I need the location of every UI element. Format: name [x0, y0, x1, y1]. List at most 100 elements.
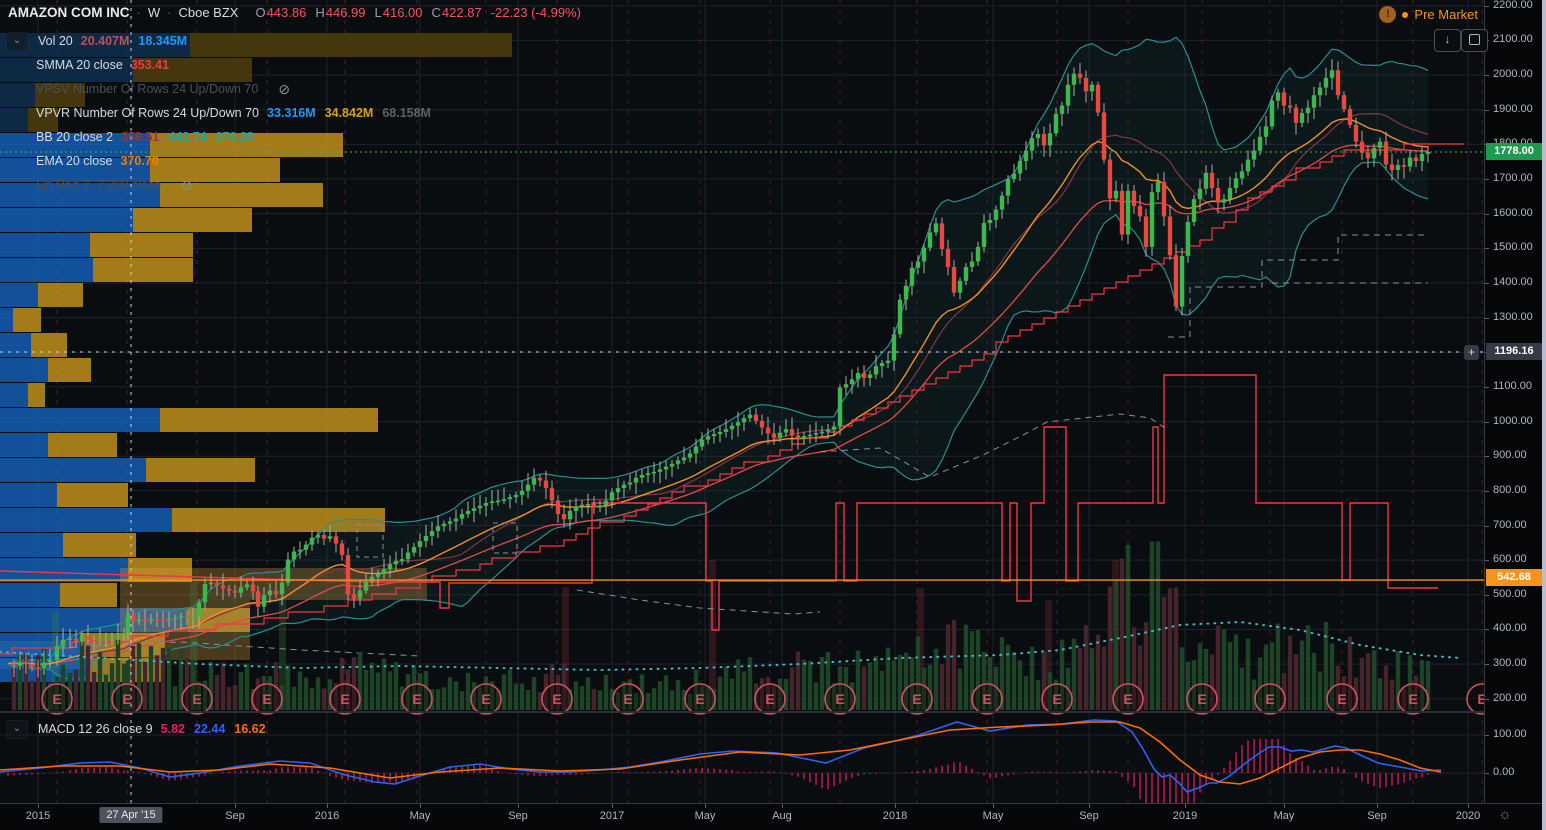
crosshair-plus-icon[interactable]: +	[1464, 345, 1479, 360]
volume-bar	[369, 662, 375, 710]
candle-body	[699, 439, 705, 447]
axis-tick	[895, 804, 896, 808]
candle-body	[1299, 113, 1305, 123]
volume-bar	[1203, 648, 1209, 710]
eye-off-icon[interactable]: ⊘	[181, 177, 193, 193]
volume-bar	[41, 649, 47, 710]
interval-label[interactable]: W	[147, 5, 161, 20]
axis-tick	[1485, 317, 1489, 319]
volume-bar	[1155, 541, 1161, 710]
legend-row[interactable]: ⌄ MACD 12 26 close 9 5.82 22.44 16.62	[6, 717, 266, 741]
volume-bar	[1197, 643, 1203, 710]
time-axis[interactable]: 2015 Sep 2016 May Sep 2017 May Aug 2018 May Sep 201…	[0, 803, 1546, 830]
legend-value: 22.44	[193, 722, 226, 736]
legend-value: 34.842M	[324, 106, 374, 120]
volume-bar	[160, 647, 166, 710]
candle-body	[945, 249, 951, 268]
candle-body	[1089, 84, 1095, 92]
legend-row[interactable]: EMA 20 close 370.70	[6, 149, 431, 173]
legend-row[interactable]: VPSV Number Of Rows 24 Up/Down 70 ⊘	[6, 77, 431, 101]
candle-body	[567, 510, 573, 520]
volume-bar	[1179, 647, 1185, 710]
separator: ·	[136, 5, 141, 20]
volume-bar	[1017, 660, 1023, 710]
volume-bar	[35, 655, 41, 710]
candle-body	[657, 469, 663, 472]
volume-bar	[789, 667, 795, 710]
candle-body	[531, 477, 537, 485]
legend-row[interactable]: SMMA 20 close 353.41	[6, 53, 431, 77]
candle-body	[267, 590, 273, 596]
dashed-overlay-rect	[492, 522, 518, 554]
chevron-down-icon[interactable]: ⌄	[6, 31, 28, 51]
candle-body	[537, 477, 543, 481]
earnings-marker	[401, 683, 433, 715]
volume-profile-down-bar	[146, 458, 255, 482]
earnings-marker-label: E	[262, 691, 271, 707]
macd-axis-label: 100.00	[1493, 728, 1527, 740]
volume-bar	[873, 656, 879, 710]
volume-bar	[945, 624, 951, 710]
pre-market-label: Pre Market	[1414, 7, 1478, 22]
volume-bar	[1323, 621, 1329, 710]
chevron-down-icon[interactable]: ⌄	[6, 719, 28, 739]
candle-body	[987, 219, 993, 224]
exchange-label[interactable]: Cboe BZX	[178, 5, 239, 20]
candle-body	[489, 501, 495, 504]
candle-body	[1065, 84, 1071, 106]
candle-body	[855, 373, 861, 380]
volume-bar	[79, 641, 85, 710]
candle-body	[255, 591, 261, 607]
candle-body	[741, 418, 747, 423]
candle-body	[681, 457, 687, 461]
volume-bar	[1347, 636, 1353, 710]
dashed-overlay-line	[1168, 234, 1428, 338]
candle-body	[339, 543, 345, 555]
time-axis-label: Sep	[1367, 810, 1387, 822]
volume-bar	[759, 678, 765, 710]
legend-row[interactable]: VPVR Number Of Rows 24 Up/Down 70 33.316M…	[6, 101, 431, 125]
volume-bar	[975, 629, 981, 710]
volume-bar	[921, 667, 927, 710]
candle-body	[453, 518, 459, 522]
earnings-marker-label: E	[122, 691, 131, 707]
earnings-marker	[1254, 683, 1286, 715]
legend-row[interactable]: Lin Reg 2 -2 200 close ⊘	[6, 173, 431, 197]
candle-body	[843, 384, 849, 388]
candle-body	[573, 506, 579, 511]
eye-off-icon[interactable]: ⊘	[278, 81, 291, 97]
candle-body	[190, 616, 196, 619]
earnings-marker-label: E	[1337, 691, 1346, 707]
volume-bar	[130, 645, 136, 710]
scroll-to-recent-button[interactable]: ↓	[1434, 29, 1461, 52]
volume-bar	[1257, 657, 1263, 710]
candle-body	[795, 435, 801, 439]
brightness-icon[interactable]: ☼	[1498, 806, 1512, 823]
earnings-marker-label: E	[1197, 691, 1206, 707]
earnings-marker	[901, 683, 933, 715]
candle-body	[525, 484, 531, 491]
time-axis-label: May	[409, 810, 431, 822]
axis-tick	[1485, 282, 1489, 284]
volume-bar	[1005, 644, 1011, 710]
candle-body	[1425, 152, 1431, 155]
smma-line	[7, 144, 1429, 665]
legend-row[interactable]: BB 20 close 2 359.51 442.74 276.28	[6, 125, 431, 149]
volume-bar	[1371, 650, 1377, 710]
volume-bar	[549, 664, 555, 710]
time-axis-label: Sep	[508, 810, 528, 822]
symbol-name[interactable]: AMAZON COM INC	[8, 5, 130, 20]
volume-bar	[1023, 676, 1029, 710]
legend-row[interactable]: ⌄ Vol 20 20.407M 18.345M	[6, 29, 431, 53]
alert-icon[interactable]: !	[1379, 6, 1397, 23]
candle-body	[519, 490, 525, 496]
volume-bar	[657, 681, 663, 710]
volume-bar	[531, 676, 537, 710]
volume-profile-up-bar	[0, 108, 28, 132]
candle-body	[459, 514, 465, 519]
price-axis[interactable]: 2200.002100.002000.001900.001800.001700.…	[1484, 0, 1543, 803]
candle-body	[196, 602, 202, 617]
volume-bar	[1137, 645, 1143, 710]
maximize-pane-button[interactable]	[1461, 29, 1488, 52]
